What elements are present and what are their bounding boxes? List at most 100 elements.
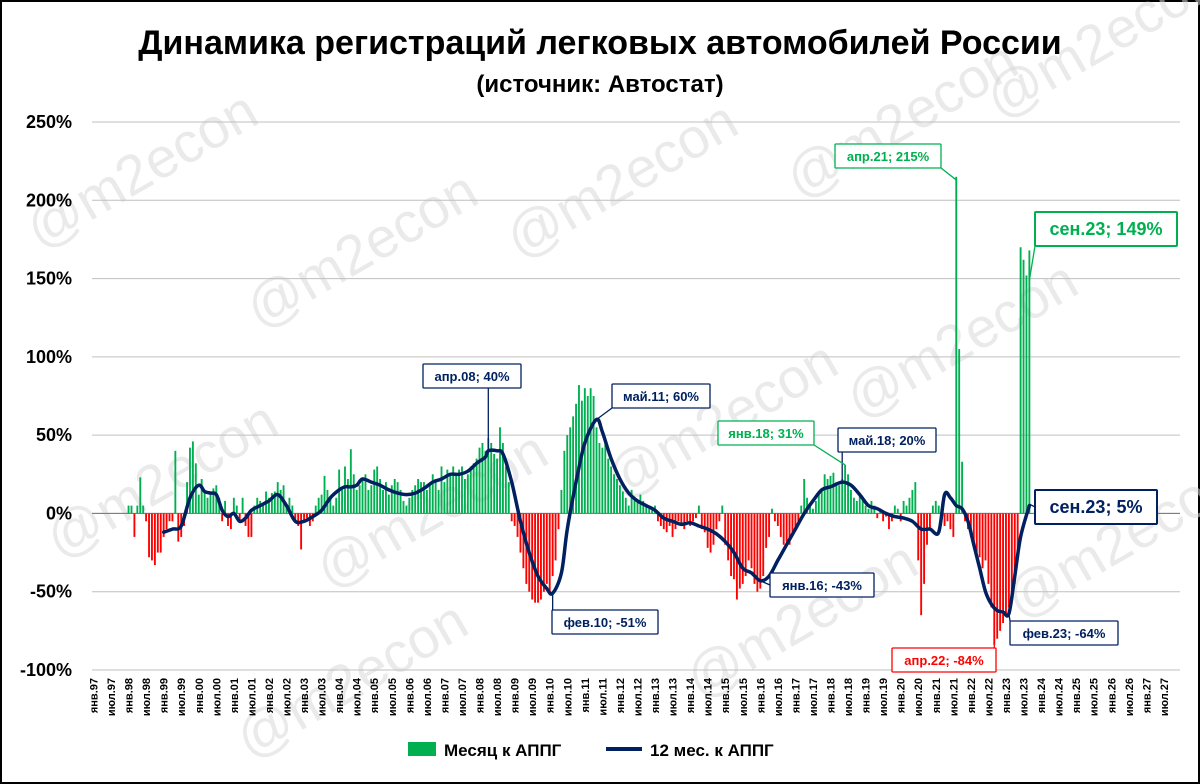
bar-авг.06 — [428, 485, 431, 514]
bar-мар.05 — [379, 478, 382, 514]
bar-июн.14 — [703, 513, 706, 533]
x-tick-label: янв.14 — [685, 677, 697, 713]
bar-фев.17 — [797, 513, 800, 522]
bar-фев.03 — [306, 513, 308, 519]
bar-авг.10 — [569, 427, 572, 514]
bar-сен.06 — [431, 474, 434, 514]
bar-окт.17 — [820, 489, 823, 514]
bar-дек.19 — [896, 508, 899, 514]
bar-окт.05 — [399, 489, 402, 514]
x-tick-label: июл.14 — [703, 677, 715, 716]
x-tick-label: июл.22 — [983, 678, 995, 716]
bar-ноя.98 — [156, 513, 159, 553]
bar-мар.15 — [730, 513, 732, 577]
bar-июл.11 — [601, 447, 604, 514]
bar-фев.04 — [341, 489, 343, 514]
bar-окт.04 — [364, 474, 367, 514]
bar-июл.10 — [566, 435, 569, 514]
x-tick-label: июл.13 — [668, 678, 680, 716]
x-tick-label: янв.09 — [510, 678, 522, 713]
bar-май.06 — [420, 482, 422, 514]
y-tick-label: -50% — [30, 582, 72, 602]
bar-май.17 — [806, 497, 809, 514]
annotation-box — [422, 363, 522, 389]
x-tick-label: июл.01 — [246, 678, 258, 716]
bar-июл.07 — [461, 466, 463, 514]
bar-сен.04 — [361, 478, 364, 514]
bar-июн.18 — [844, 464, 847, 514]
annotation-label: фев.23; -64% — [1023, 626, 1106, 641]
annotation-callout: сен.23; 149% — [1028, 211, 1178, 281]
bar-май.04 — [349, 449, 352, 514]
bar-мар.08 — [484, 450, 487, 514]
bar-апр.12 — [627, 505, 630, 514]
bar-янв.21 — [934, 500, 937, 514]
x-tick-label: янв.00 — [194, 678, 206, 713]
bar-янв.08 — [478, 447, 481, 514]
bar-фев.09 — [516, 513, 519, 537]
bar-янв.02 — [268, 497, 270, 514]
bar-апр.11 — [592, 396, 595, 514]
bar-июн.15 — [738, 513, 741, 589]
bar-июл.18 — [847, 474, 849, 514]
bar-июл.19 — [882, 513, 885, 522]
bar-апр.10 — [557, 513, 560, 530]
watermark-text: @m2econ — [495, 88, 748, 271]
bar-апр.22 — [978, 513, 981, 558]
x-tick-label: июл.10 — [562, 678, 574, 716]
bar-май.08 — [490, 442, 493, 514]
bar-май.07 — [455, 474, 458, 514]
bar-апр.14 — [697, 505, 700, 514]
bar-авг.15 — [744, 513, 747, 577]
bar-фев.05 — [376, 466, 379, 514]
x-tick-label: июл.03 — [317, 678, 329, 716]
bar-янв.19 — [864, 505, 867, 514]
legend-label-line: 12 мес. к АППГ — [650, 741, 774, 760]
bar-окт.13 — [680, 513, 683, 526]
annotation-callout: май.11; 60% — [596, 383, 711, 421]
bar-окт.10 — [575, 403, 577, 514]
x-tick-label: янв.11 — [580, 678, 592, 713]
x-tick-label: янв.17 — [790, 678, 802, 713]
y-tick-label: 200% — [26, 190, 72, 210]
bar-июн.22 — [984, 513, 987, 561]
annotation-label: сен.23; 149% — [1050, 219, 1163, 239]
line-12m — [161, 417, 1032, 618]
bar-ноя.16 — [788, 513, 791, 545]
bar-окт.06 — [434, 478, 437, 514]
x-tick-label: янв.19 — [861, 678, 873, 713]
bar-апр.07 — [452, 466, 455, 514]
annotation-callout: апр.08; 40% — [422, 363, 522, 451]
bar-сен.98 — [151, 513, 153, 561]
annotation-label: май.11; 60% — [623, 389, 699, 404]
watermark-text: @m2econ — [595, 328, 848, 511]
x-tick-label: янв.99 — [159, 678, 171, 713]
x-tick-label: янв.04 — [334, 677, 346, 713]
x-tick-label: янв.23 — [1001, 678, 1013, 713]
bar-окт.21 — [961, 461, 964, 514]
x-tick-label: июл.00 — [211, 678, 223, 716]
bar-ноя.02 — [297, 513, 300, 526]
bar-мар.10 — [554, 513, 557, 561]
x-tick-label: янв.10 — [545, 678, 557, 713]
bar-ноя.99 — [191, 441, 194, 514]
bar-сен.20 — [923, 513, 926, 584]
bar-сен.11 — [607, 458, 610, 514]
bar-мар.22 — [975, 513, 978, 553]
x-tick-label: июл.02 — [282, 678, 294, 716]
annotation-box — [611, 383, 711, 409]
annotation-callout: сен.23; 5% — [1029, 489, 1158, 525]
bar-апр.20 — [908, 497, 911, 514]
bar-ноя.17 — [823, 474, 826, 514]
bar-июн.10 — [563, 450, 566, 514]
bar-сен.14 — [712, 513, 715, 545]
bar-июл.23 — [1022, 259, 1025, 514]
bar-апр.16 — [768, 513, 771, 537]
bar-янв.12 — [618, 485, 621, 514]
annotation-label: фев.10; -51% — [564, 615, 647, 630]
bar-май.23 — [1016, 513, 1019, 561]
x-tick-label: янв.16 — [755, 678, 767, 713]
y-tick-label: 0% — [46, 503, 72, 523]
annotation-callout: апр.22; -84% — [891, 644, 997, 673]
